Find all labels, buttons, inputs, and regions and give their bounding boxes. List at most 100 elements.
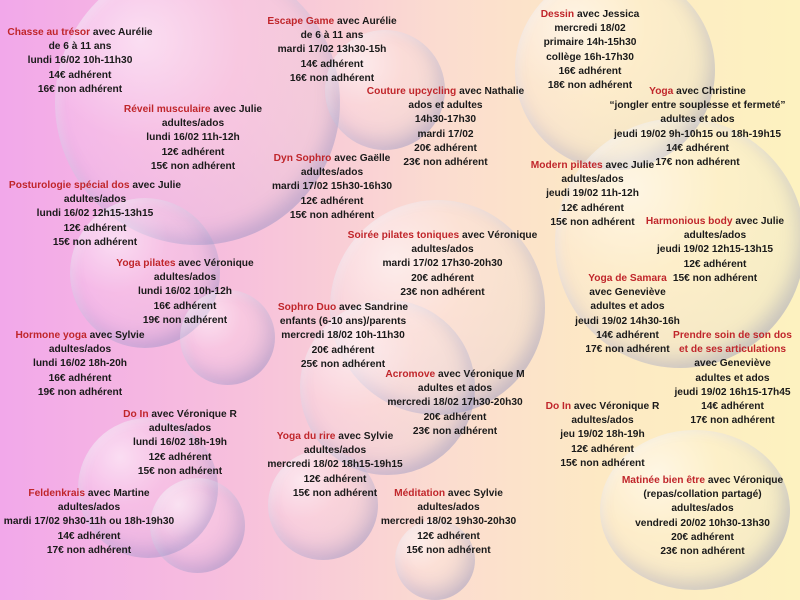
activity-do-in-lundi: Do In avec Véronique R adultes/ados lund… <box>110 408 250 479</box>
activity-line: adultes/ados <box>561 174 624 186</box>
activity-line: 15€ non adhérent <box>672 272 758 284</box>
activity-line: lundi 16/02 10h-12h <box>138 286 232 298</box>
bubble-decoration <box>55 0 340 245</box>
activity-line: adultes/ados <box>57 502 121 514</box>
activity-title: Feldenkrais <box>28 488 86 499</box>
activity-line: 15€ non adhérent <box>289 209 375 221</box>
activity-meditation: Méditation avec Sylvie adultes/ados merc… <box>376 487 521 558</box>
activity-line: 12€ adhérent <box>303 473 367 485</box>
activity-teacher: avec Jessica <box>574 9 640 20</box>
activity-title: Yoga de Samara <box>588 273 667 284</box>
activity-line: adultes/ados <box>411 244 474 256</box>
activity-title: Posturologie spécial dos <box>8 180 130 191</box>
activity-teacher: avec Aurélie <box>334 16 397 27</box>
activity-line: 17€ non adhérent <box>46 544 132 556</box>
activity-line: jeudi 19/02 12h15-13h15 <box>656 244 774 256</box>
activity-teacher: avec Sylvie <box>335 431 394 442</box>
activity-escape-game: Escape Game avec Aurélie de 6 à 11 ans m… <box>262 15 402 86</box>
activity-line: lundi 16/02 18h-20h <box>33 358 127 370</box>
activity-line: adultes/ados <box>683 230 747 242</box>
activity-line: 15€ non adhérent <box>52 236 138 248</box>
activity-line: 14€ adhérent <box>57 530 121 542</box>
activity-line: 20€ adhérent <box>411 272 474 284</box>
bubble-decoration <box>600 430 790 590</box>
activity-harmonious-body: Harmonious body avec Julie adultes/ados … <box>640 215 790 286</box>
activity-line: jeudi 19/02 14h30-16h <box>575 315 680 327</box>
activity-line: adultes/ados <box>148 423 212 435</box>
activity-teacher: avec Sylvie <box>445 488 503 499</box>
activity-line: mercredi 18/02 17h30-20h30 <box>387 397 523 409</box>
activity-line: 15€ non adhérent <box>137 465 223 477</box>
activity-line: mardi 17/02 13h30-15h <box>277 44 387 56</box>
activity-do-in-jeudi: Do In avec Véronique R adultes/ados jeu … <box>535 400 670 471</box>
activity-acromove: Acromove avec Véronique M adultes et ado… <box>375 368 535 439</box>
activity-title: Do In <box>123 409 149 420</box>
activity-line: 17€ non adhérent <box>655 157 740 169</box>
bubble-decoration <box>300 300 475 475</box>
activity-title: Soirée pilates toniques <box>347 230 460 241</box>
activity-teacher: avec Véronique <box>705 475 784 486</box>
activity-line: mercredi 18/02 10h-11h30 <box>281 330 405 342</box>
activity-line: adultes/ados <box>303 445 367 457</box>
activity-yoga-pilates: Yoga pilates avec Véronique adultes/ados… <box>110 257 260 328</box>
activity-line: 15€ non adhérent <box>560 457 645 469</box>
activity-line: avec Geneviève <box>589 287 666 299</box>
activity-line: 14h30-17h30 <box>414 114 477 126</box>
activity-line: de 6 à 11 ans <box>300 30 364 42</box>
activity-line: 20€ adhérent <box>423 411 487 423</box>
activity-line: 18€ non adhérent <box>547 80 633 92</box>
activity-line: 14€ adhérent <box>701 401 764 413</box>
activity-line: de 6 à 11 ans <box>48 41 112 53</box>
activity-line: mardi 17/02 <box>417 128 474 140</box>
bubble-decoration <box>150 478 245 573</box>
activity-title: Chasse au trésor <box>7 27 91 38</box>
activity-line: adultes/ados <box>161 118 225 130</box>
activity-line: 23€ non adhérent <box>412 425 498 437</box>
activity-title: Yoga pilates <box>116 258 176 269</box>
activity-line: mardi 17/02 17h30-20h30 <box>382 258 503 270</box>
activity-line: adultes/ados <box>671 503 734 515</box>
activity-sophro-duo: Sophro Duo avec Sandrine enfants (6-10 a… <box>268 301 418 372</box>
activity-dessin: Dessin avec Jessica mercredi 18/02 prima… <box>530 8 650 93</box>
activity-line: 19€ non adhérent <box>37 386 123 398</box>
activity-hormone-yoga: Hormone yoga avec Sylvie adultes/ados lu… <box>10 329 150 400</box>
activity-line: lundi 16/02 11h-12h <box>146 132 240 144</box>
activity-line: 12€ adhérent <box>683 258 747 270</box>
activity-modern-pilates: Modern pilates avec Julie adultes/ados j… <box>520 159 665 230</box>
activity-title: Sophro Duo <box>277 302 337 313</box>
activity-teacher: avec Véronique <box>459 230 538 241</box>
activity-line: 14€ adhérent <box>596 329 659 341</box>
activity-line: 12€ adhérent <box>148 451 212 463</box>
activity-line: 15€ non adhérent <box>406 544 491 556</box>
activity-teacher: avec Sylvie <box>86 330 145 341</box>
activity-reveil-musculaire: Réveil musculaire avec Julie adultes/ado… <box>118 103 268 174</box>
bubble-decoration <box>268 450 378 560</box>
activity-line: 12€ adhérent <box>161 146 225 158</box>
activity-line: 14€ adhérent <box>666 142 729 154</box>
activity-line: primaire 14h-15h30 <box>543 37 637 49</box>
activity-title: Modern pilates <box>530 160 603 171</box>
activity-line: 14€ adhérent <box>48 69 112 81</box>
activity-line: 15€ non adhérent <box>292 487 378 499</box>
activity-line: vendredi 20/02 10h30-13h30 <box>635 517 770 529</box>
activity-line: adultes et ados <box>660 114 735 126</box>
activity-teacher: avec Véronique M <box>435 369 525 380</box>
bubble-decoration <box>180 290 275 385</box>
activity-line: 12€ adhérent <box>571 443 634 455</box>
activity-line: collège 16h-17h30 <box>546 51 634 63</box>
activity-title-line2: et de ses articulations <box>678 344 786 356</box>
activity-line: 20€ adhérent <box>311 344 375 356</box>
activity-line: adultes et ados <box>417 383 493 395</box>
activity-line: lundi 16/02 18h-19h <box>133 437 227 449</box>
activity-line: 12€ adhérent <box>561 202 624 214</box>
activity-line: enfants (6-10 ans)/parents <box>279 316 407 328</box>
activity-line: 23€ non adhérent <box>400 286 485 298</box>
activity-line: adultes/ados <box>153 272 217 284</box>
activity-title: Méditation <box>394 488 446 499</box>
activity-prendre-soin-dos: Prendre soin de son dos et de ses articu… <box>670 329 795 428</box>
activity-line: 16€ non adhérent <box>289 72 375 84</box>
activity-matinee-bien-etre: Matinée bien être avec Véronique (repas/… <box>615 474 790 559</box>
activity-line: 17€ non adhérent <box>690 415 775 427</box>
activity-title: Hormone yoga <box>15 330 87 341</box>
activity-line: 12€ adhérent <box>417 530 480 542</box>
